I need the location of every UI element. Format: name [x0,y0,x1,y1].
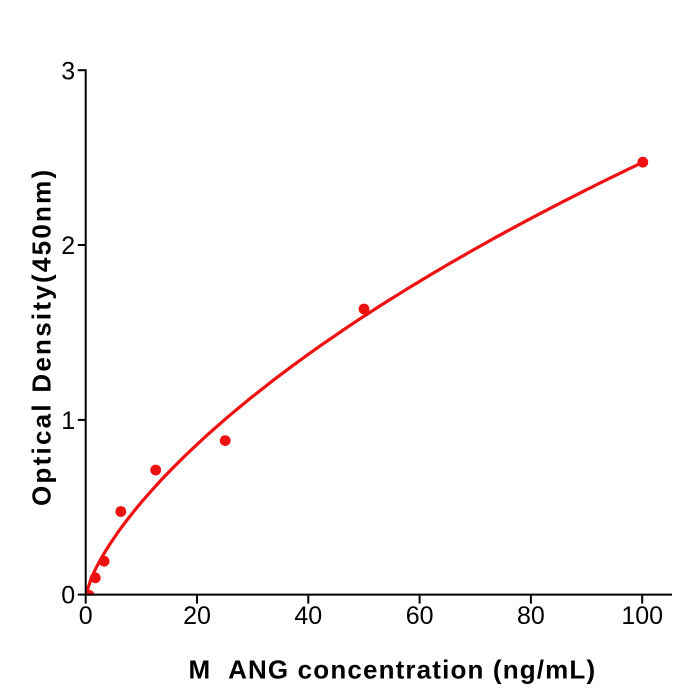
svg-text:Optical Density(450nm): Optical Density(450nm) [27,168,57,506]
svg-text:80: 80 [517,602,545,630]
svg-text:2: 2 [61,232,75,260]
svg-text:60: 60 [406,602,434,630]
svg-text:3: 3 [61,57,75,85]
svg-text:0: 0 [61,582,75,610]
svg-text:0: 0 [79,602,93,630]
svg-text:20: 20 [183,602,211,630]
svg-text:100: 100 [621,602,663,630]
svg-text:40: 40 [294,602,322,630]
svg-text:1: 1 [61,407,75,435]
svg-text:M ANG concentration (ng/mL): M ANG concentration (ng/mL) [189,655,597,685]
